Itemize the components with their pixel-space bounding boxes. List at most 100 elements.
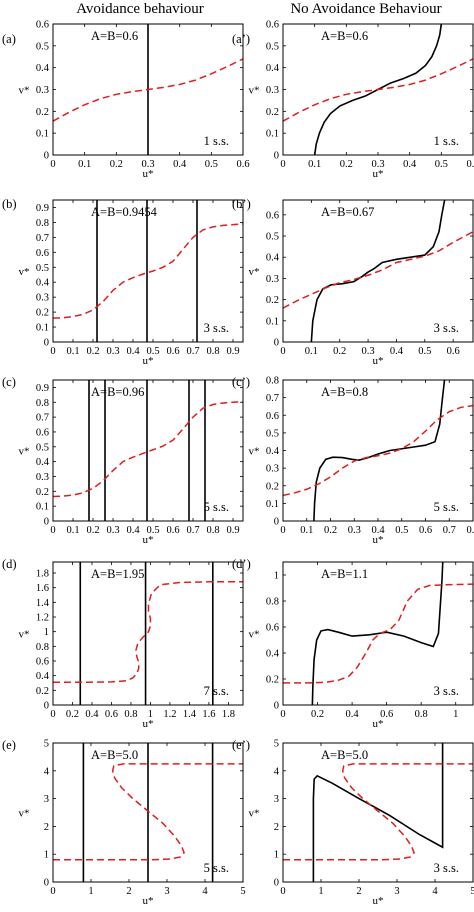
y-tick-label-d-0: 0 [44, 701, 49, 712]
panel-d: 0 0.2 0.4 0.6 0.8 1 1.2 1.4 1.6 1.8 0 0.2 0.4 0.6 0.8 1… [2, 557, 244, 730]
panel-b: 0 0.1 0.2 0.3 0.4 0.5 0.6 0.7 0.8 0.9 0 0.1 0.2 0.3 0.… [2, 197, 244, 367]
panel-label-e: (e) [2, 738, 16, 752]
x-tick-label-b-2: 0.2 [86, 346, 99, 357]
y-tick-label-c2-3: 0.3 [266, 464, 279, 475]
y-tick-label-c-1: 0.1 [36, 502, 49, 513]
y-tick-label-b-2: 0.2 [36, 308, 49, 319]
v-nullcline-d-3 [53, 581, 243, 684]
y-tick-label-e2-3: 3 [274, 794, 279, 805]
axes-frame-b2 [282, 199, 474, 343]
y-tick-label-c2-0: 0 [274, 517, 279, 528]
x-tick-label-c-1: 0.1 [66, 525, 79, 536]
panel-a2: 0 0.1 0.2 0.3 0.4 0.5 0.6 0 0.1 0.2 0.3 0.4 0.5 0.6 u*… [232, 20, 474, 181]
x-tick-label-a2-2: 0.2 [340, 159, 353, 170]
x-tick-label-c-2: 0.2 [86, 525, 99, 536]
y-tick-label-a-6: 0.6 [36, 20, 49, 31]
y-tick-label-b-4: 0.4 [36, 278, 50, 289]
y-tick-label-d-5: 1 [44, 627, 49, 638]
y-tick-label-a-1: 0.1 [36, 129, 49, 140]
steady-states-annotation-a: 1 s.s. [204, 134, 229, 148]
y-tick-label-c-2: 0.2 [36, 487, 49, 498]
y-tick-label-b2-6: 0.6 [266, 210, 279, 221]
curves-c [53, 380, 243, 521]
x-tick-label-d-9: 1.8 [222, 709, 235, 720]
y-tick-label-e2-2: 2 [274, 822, 279, 833]
x-tick-label-d2-3: 0.6 [380, 709, 393, 720]
steady-states-annotation-c2: 5 s.s. [434, 500, 459, 514]
x-tick-label-d2-5: 1 [453, 709, 458, 720]
x-tick-label-b-4: 0.4 [126, 346, 140, 357]
x-tick-label-c-5: 0.5 [146, 525, 159, 536]
y-tick-label-c-7: 0.7 [36, 413, 49, 424]
y-axis-label-e2: v* [249, 808, 260, 820]
x-tick-label-e-2: 2 [126, 886, 131, 897]
steady-states-annotation-b: 3 s.s. [204, 321, 229, 335]
curves-c2 [283, 380, 473, 521]
y-tick-label-c-4: 0.4 [36, 457, 50, 468]
x-tick-label-d2-0: 0 [280, 709, 285, 720]
x-tick-label-e2-4: 4 [432, 886, 438, 897]
panel-e: 0 1 2 3 4 5 0 1 2 3 4 5 u* v* (e) A=B=5.0 5 s.s. [2, 738, 246, 907]
y-tick-label-d-6: 1.2 [36, 613, 49, 624]
x-tick-label-c-7: 0.7 [186, 525, 199, 536]
steady-states-annotation-a2: 1 s.s. [434, 134, 459, 148]
y-tick-label-b-6: 0.6 [36, 248, 49, 259]
v-nullcline-e-3 [53, 763, 243, 861]
x-tick-label-b-3: 0.3 [106, 346, 119, 357]
x-tick-label-c2-4: 0.4 [371, 525, 385, 536]
y-axis-label-a2: v* [249, 85, 260, 97]
params-annotation-b2: A=B=0.67 [321, 205, 374, 219]
x-tick-label-c-0: 0 [50, 525, 55, 536]
x-tick-label-a-5: 0.5 [205, 159, 218, 170]
x-tick-label-e-3: 3 [164, 886, 169, 897]
x-axis-label-d2: u* [373, 718, 384, 730]
curves-e2 [283, 743, 473, 882]
x-tick-label-b-8: 0.8 [206, 346, 219, 357]
u-nullcline-c2-0 [313, 380, 446, 521]
steady-states-annotation-d: 7 s.s. [204, 684, 229, 698]
params-annotation-a: A=B=0.6 [91, 29, 138, 43]
x-tick-label-c-8: 0.8 [206, 525, 219, 536]
y-tick-label-b-1: 0.1 [36, 323, 49, 334]
x-tick-label-d-8: 1.6 [202, 709, 215, 720]
x-tick-label-c-9: 0.9 [226, 525, 239, 536]
x-tick-label-b2-2: 0.2 [333, 346, 346, 357]
y-tick-label-d2-1: 0.2 [266, 675, 279, 686]
y-tick-label-a2-5: 0.5 [266, 41, 279, 52]
y-tick-label-c-3: 0.3 [36, 472, 49, 483]
x-tick-label-a-1: 0.1 [78, 159, 91, 170]
y-tick-label-d2-2: 0.4 [266, 649, 280, 660]
y-axis-label-b2: v* [249, 266, 260, 278]
y-tick-label-b-7: 0.7 [36, 233, 49, 244]
y-tick-label-d2-4: 0.8 [266, 597, 279, 608]
y-tick-label-b-9: 0.9 [36, 203, 49, 214]
x-tick-label-a-6: 0.6 [236, 159, 249, 170]
x-tick-label-d-5: 1 [148, 709, 153, 720]
y-axis-label-b: v* [19, 266, 30, 278]
x-tick-label-a2-0: 0 [280, 159, 285, 170]
y-axis-label-c2: v* [249, 446, 260, 458]
x-tick-label-d-4: 0.8 [124, 709, 137, 720]
x-tick-label-d2-4: 0.8 [415, 709, 428, 720]
curves-e [53, 743, 243, 882]
y-tick-label-a2-2: 0.2 [266, 107, 279, 118]
x-tick-label-b-0: 0 [50, 346, 55, 357]
y-tick-label-d2-3: 0.6 [266, 623, 279, 634]
y-tick-label-d-2: 0.4 [36, 671, 50, 682]
y-tick-label-d-4: 0.8 [36, 642, 49, 653]
y-tick-label-a2-3: 0.3 [266, 85, 279, 96]
y-tick-label-d2-5: 1 [274, 571, 279, 582]
curves-b2 [283, 200, 473, 342]
x-tick-label-a-4: 0.4 [173, 159, 187, 170]
y-tick-label-e2-0: 0 [274, 878, 279, 889]
y-tick-label-d2-0: 0 [274, 701, 279, 712]
x-tick-label-c-6: 0.6 [166, 525, 179, 536]
panel-label-c: (c) [2, 375, 16, 389]
y-tick-label-c2-6: 0.6 [266, 411, 279, 422]
x-tick-label-a2-6: 0.6 [466, 159, 474, 170]
curves-d [53, 562, 243, 705]
y-tick-label-e2-5: 5 [274, 739, 279, 750]
steady-states-annotation-e2: 3 s.s. [434, 861, 459, 875]
panel-label-a: (a) [2, 32, 16, 46]
v-nullcline-e2-1 [283, 763, 473, 861]
